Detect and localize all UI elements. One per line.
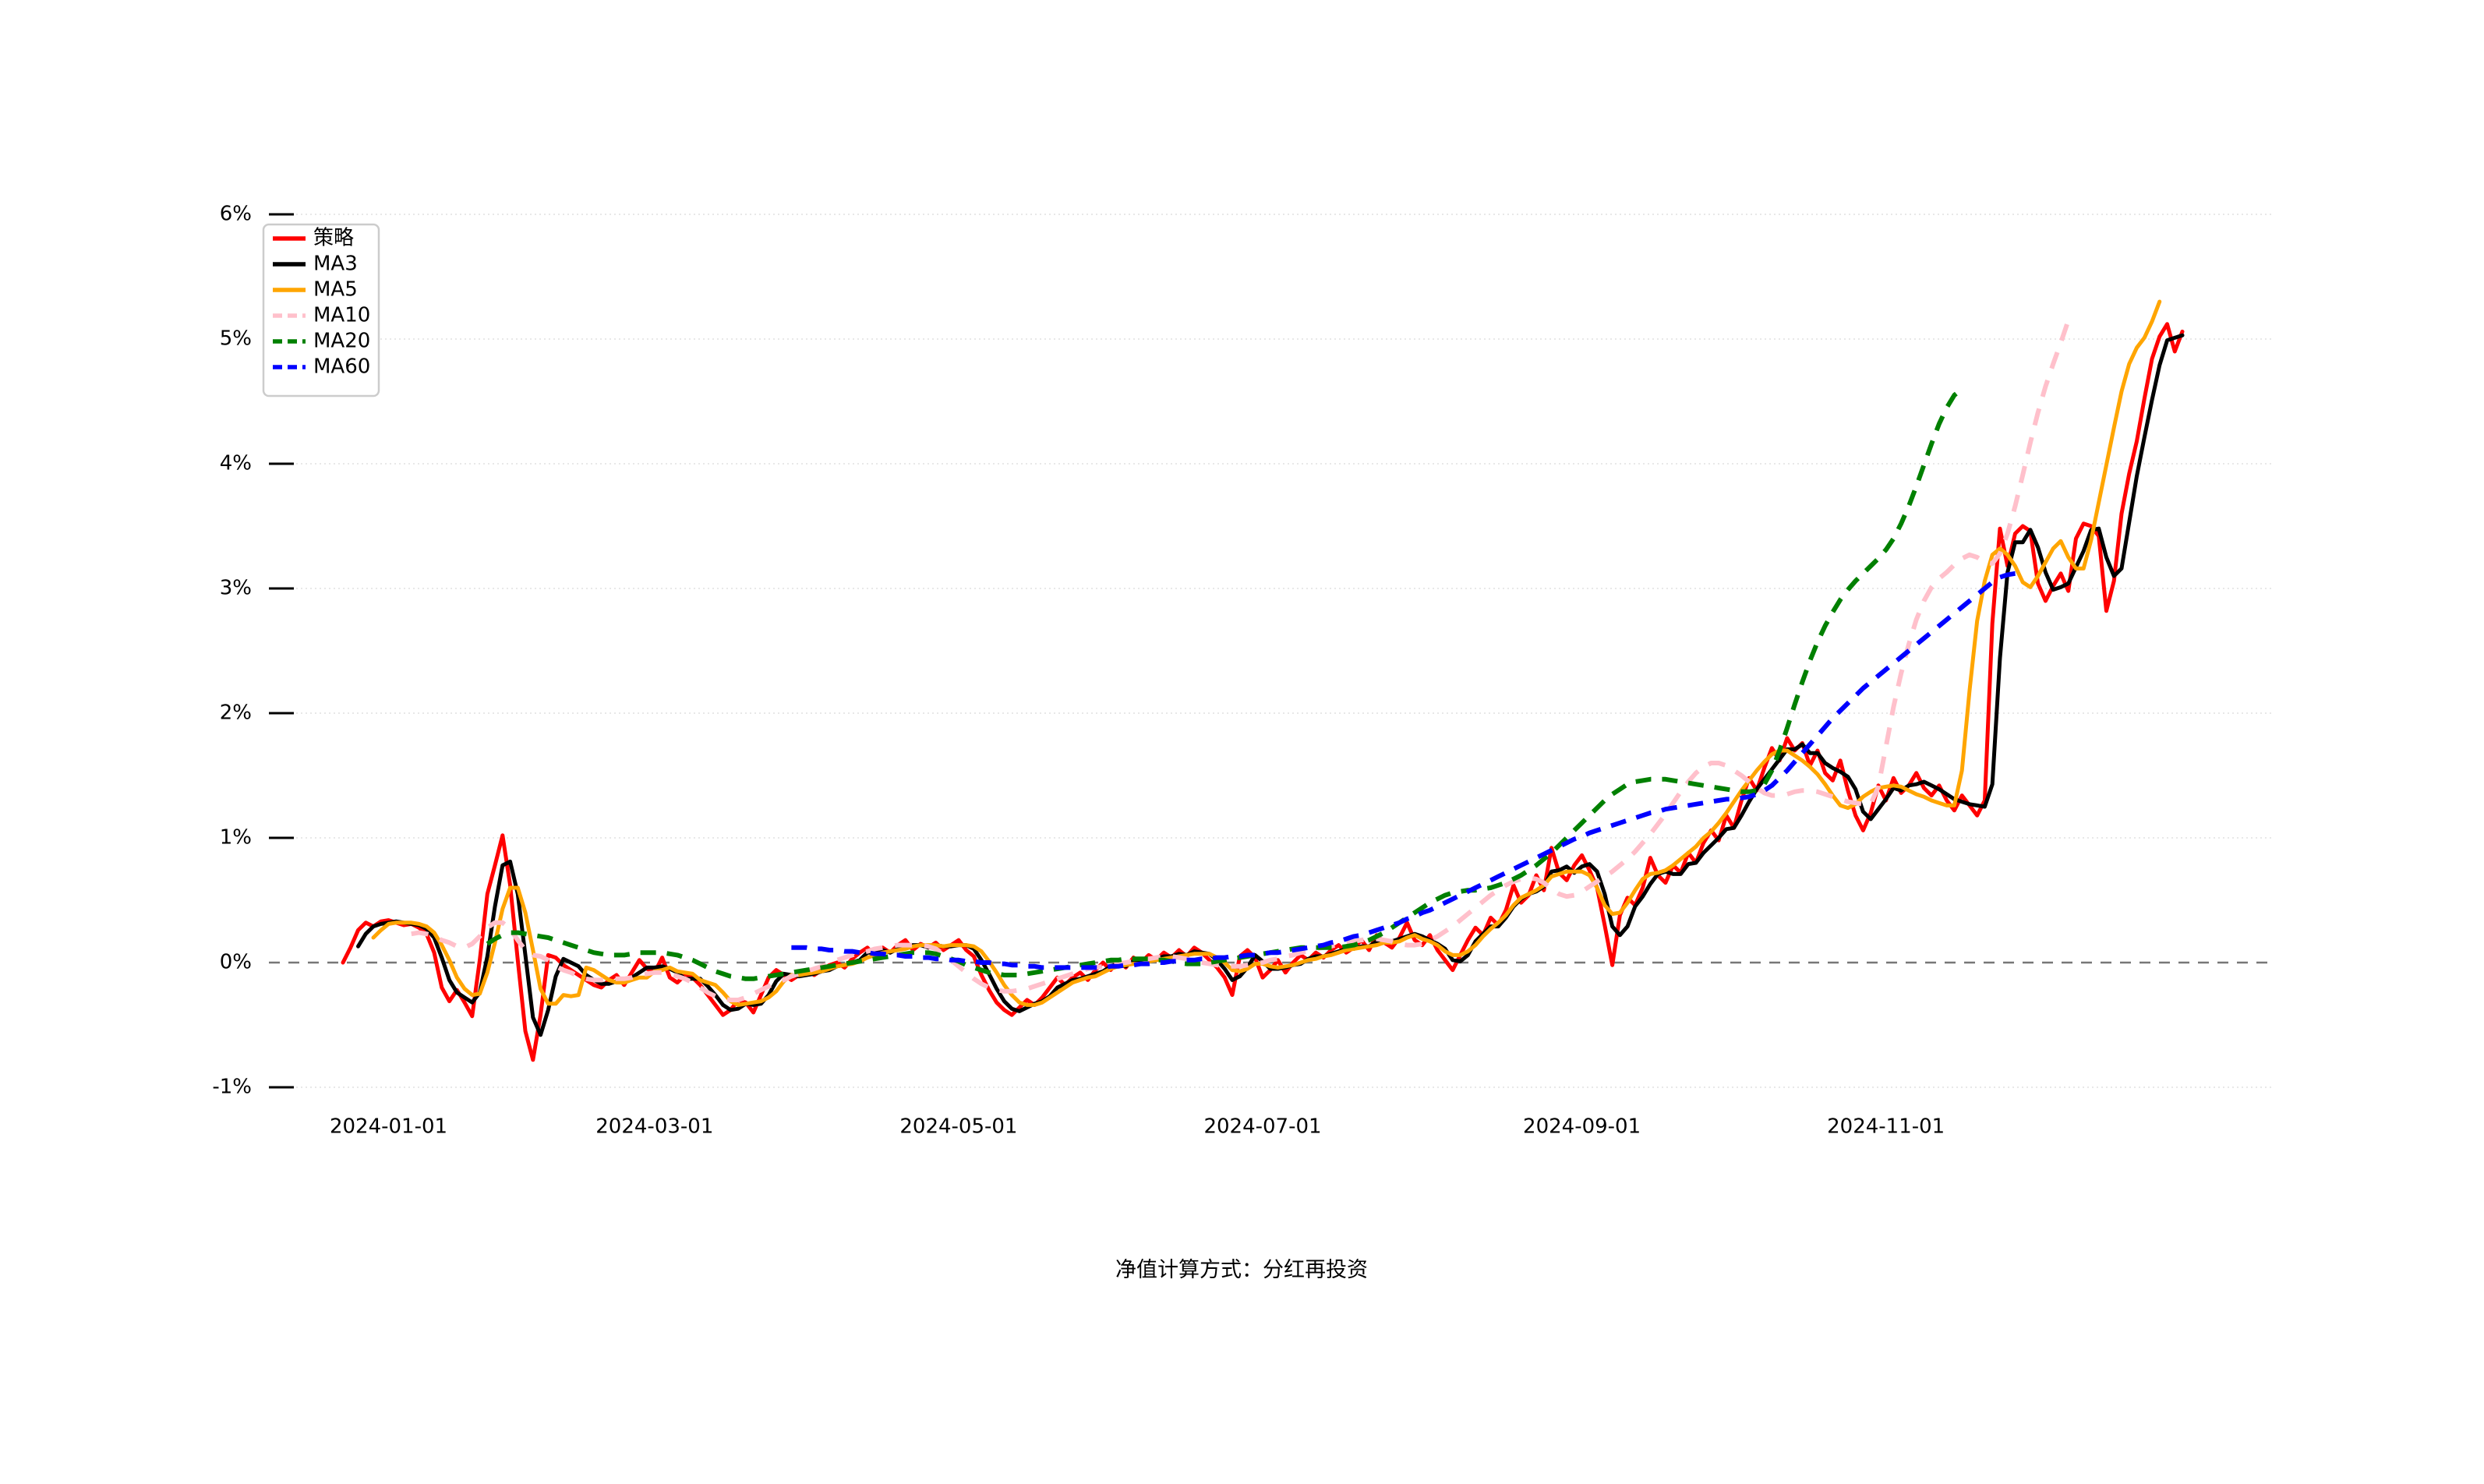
legend-item-ma3[interactable]: MA3: [273, 253, 358, 276]
x-tick-label: 2024-05-01: [899, 1115, 1017, 1138]
series-line-ma5: [371, 299, 2162, 1007]
x-axis-labels: 2024-01-01 2024-03-01 2024-05-01 2024-07-01…: [330, 1115, 1945, 1138]
legend-label: MA5: [313, 278, 358, 302]
legend-box: [262, 223, 380, 398]
x-tick-label: 2024-07-01: [1203, 1115, 1321, 1138]
series-group: [341, 299, 2185, 1062]
series-line-ma20: [486, 387, 1964, 981]
y-tick-label: 3%: [220, 577, 252, 600]
x-tick-label: 2024-09-01: [1523, 1115, 1641, 1138]
x-tick-label: 2024-01-01: [330, 1115, 447, 1138]
legend-item-ma5[interactable]: MA5: [273, 278, 358, 302]
legend-item-ma10[interactable]: MA10: [273, 304, 370, 327]
legend-label: MA20: [313, 330, 370, 353]
y-tick-label: 2%: [220, 701, 252, 725]
legend-label: MA3: [313, 253, 358, 276]
series-line-ma60: [791, 571, 2023, 970]
y-tick-label: -1%: [212, 1076, 252, 1099]
x-tick-label: 2024-03-01: [595, 1115, 713, 1138]
legend-label: MA60: [313, 355, 370, 379]
series-line-ma3: [356, 333, 2185, 1037]
y-gridlines: -1% 0% 1% 2% 3% 4% 5% 6%: [212, 203, 2272, 1099]
chart-caption: 净值计算方式：分红再投资: [1115, 1258, 1368, 1282]
series-line-策略: [341, 322, 2185, 1062]
legend-item-ma20[interactable]: MA20: [273, 330, 370, 353]
y-tick-label: 4%: [220, 452, 252, 475]
legend-item-ma60[interactable]: MA60: [273, 355, 370, 379]
y-tick-label: 6%: [220, 203, 252, 226]
y-tick-label: 5%: [220, 327, 252, 351]
x-tick-label: 2024-11-01: [1827, 1115, 1945, 1138]
legend-label: 策略: [313, 227, 354, 250]
series-line-ma10: [411, 320, 2071, 1002]
y-tick-label: 0%: [220, 951, 252, 974]
legend-item-策略[interactable]: 策略: [273, 227, 354, 250]
y-tick-label: 1%: [220, 826, 252, 850]
legend-label: MA10: [313, 304, 370, 327]
